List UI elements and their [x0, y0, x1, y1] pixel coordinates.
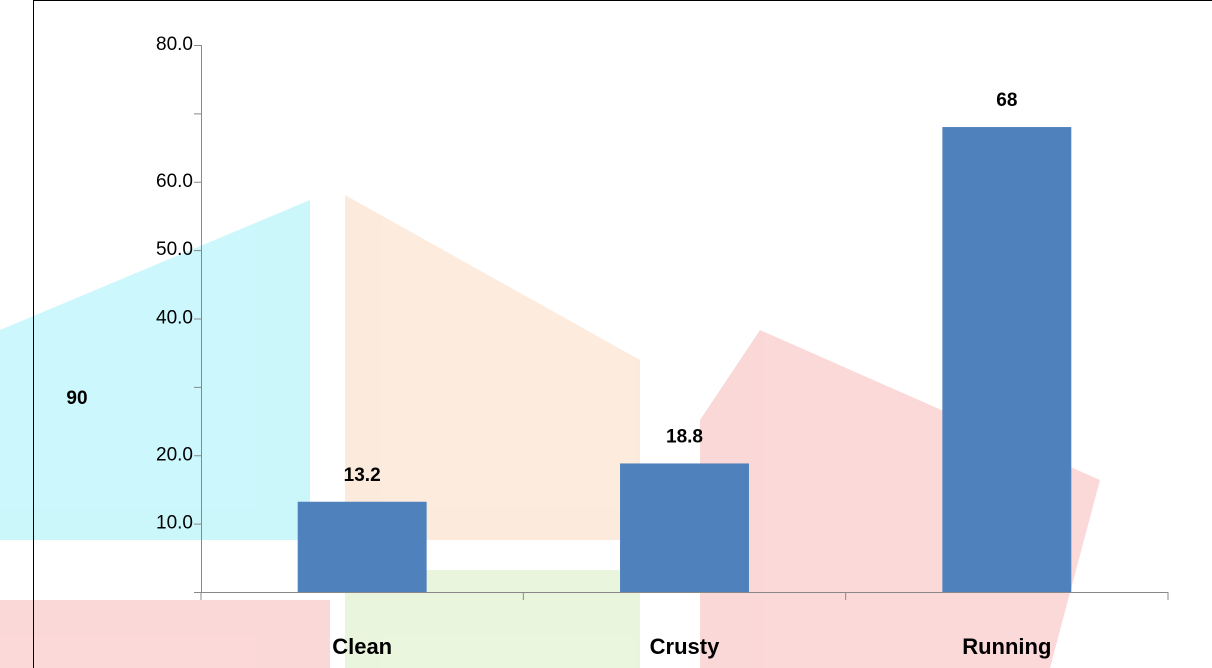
- y-tick-label: 80.0: [156, 34, 193, 55]
- watermark: [0, 195, 1100, 668]
- bar: [620, 463, 749, 592]
- x-tick-label: Clean: [332, 634, 392, 659]
- bar: [942, 127, 1072, 593]
- annotation: 90: [66, 388, 87, 409]
- y-tick-label: 20.0: [156, 444, 193, 465]
- bar: [297, 501, 427, 592]
- x-tick-label: Crusty: [650, 634, 720, 659]
- value-label: 68: [996, 90, 1017, 111]
- x-tick-label: Running: [962, 634, 1051, 659]
- value-label: 13.2: [344, 465, 381, 486]
- y-tick-label: 40.0: [156, 308, 193, 329]
- y-tick-label: 10.0: [156, 513, 193, 534]
- y-tick-label: 50.0: [156, 239, 193, 260]
- value-label: 18.8: [666, 426, 703, 447]
- chart-frame: [33, 0, 1212, 668]
- y-tick-label: 60.0: [156, 171, 193, 192]
